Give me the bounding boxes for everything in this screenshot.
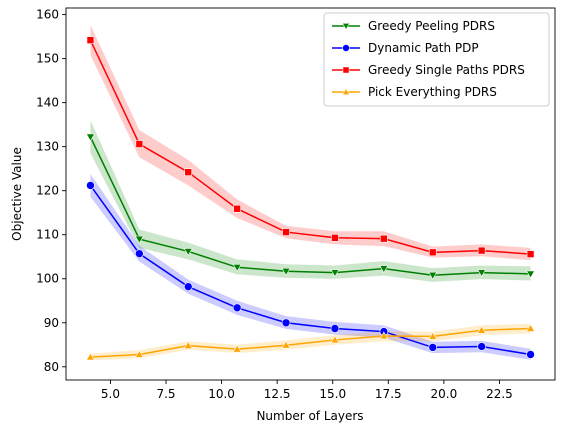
data-point xyxy=(379,265,389,274)
data-point xyxy=(428,271,438,280)
series-lines xyxy=(89,39,531,358)
data-point xyxy=(135,249,144,258)
y-tick-label: 120 xyxy=(36,184,59,198)
data-point xyxy=(428,343,438,352)
data-point xyxy=(477,269,487,278)
data-point xyxy=(85,352,95,361)
legend: Greedy Peeling PDRS Dynamic Path PDP Greed… xyxy=(323,12,550,107)
legend-label: Pick Everything PDRS xyxy=(368,85,497,99)
y-tick-label: 160 xyxy=(36,8,59,22)
data-point xyxy=(232,303,242,313)
confidence-band xyxy=(90,120,531,282)
legend-marker xyxy=(341,87,351,95)
data-point xyxy=(233,204,241,213)
y-tick-label: 110 xyxy=(36,228,59,242)
y-axis-label: Objective Value xyxy=(10,147,24,241)
y-tick-label: 100 xyxy=(36,272,59,286)
y-tick-label: 90 xyxy=(44,316,59,330)
y-axis-ticks: 80 90 100 110 120 130 140 150 160 xyxy=(36,8,66,374)
x-tick-label: 15.0 xyxy=(319,387,346,401)
legend-marker xyxy=(341,23,351,31)
data-point xyxy=(281,267,291,276)
series-line xyxy=(89,39,531,255)
data-point xyxy=(85,133,95,142)
data-point xyxy=(183,248,193,257)
data-point xyxy=(477,325,487,334)
legend-entries: Greedy Peeling PDRS Dynamic Path PDP Greed… xyxy=(332,19,525,99)
data-point xyxy=(428,331,438,340)
legend-label: Greedy Peeling PDRS xyxy=(368,19,495,33)
series-line xyxy=(90,327,531,358)
legend-marker xyxy=(342,66,350,74)
data-point xyxy=(330,269,340,278)
series-line xyxy=(89,184,531,356)
data-point xyxy=(477,342,486,351)
x-tick-label: 12.5 xyxy=(264,387,291,401)
data-point xyxy=(282,228,290,236)
plot-frame xyxy=(65,7,556,381)
y-tick-label: 150 xyxy=(36,52,59,66)
data-point xyxy=(331,234,339,242)
x-tick-label: 17.5 xyxy=(375,387,402,401)
data-point xyxy=(135,140,144,148)
data-point xyxy=(526,250,535,258)
data-point xyxy=(526,323,536,332)
data-point xyxy=(134,235,144,244)
data-point xyxy=(184,168,193,177)
x-axis-label: Number of Layers xyxy=(256,409,363,423)
x-tick-label: 22.5 xyxy=(486,387,513,401)
x-tick-label: 10.0 xyxy=(208,387,235,401)
data-point xyxy=(330,335,340,344)
data-point xyxy=(428,248,437,257)
confidence-band xyxy=(90,173,531,360)
data-point xyxy=(232,344,242,353)
data-point xyxy=(134,349,144,358)
data-point xyxy=(526,270,536,279)
legend-box xyxy=(323,12,550,107)
data-point xyxy=(477,246,486,255)
data-point xyxy=(86,181,95,190)
x-tick-label: 20.0 xyxy=(431,387,458,401)
data-point xyxy=(281,318,291,328)
data-point xyxy=(232,263,242,272)
x-tick-label: 5.0 xyxy=(101,387,120,401)
y-tick-label: 80 xyxy=(44,360,59,374)
data-point xyxy=(526,350,535,359)
y-tick-label: 130 xyxy=(36,140,59,154)
x-tick-label: 7.5 xyxy=(156,387,175,401)
series-markers xyxy=(85,36,536,361)
data-point xyxy=(183,341,193,349)
data-point xyxy=(380,234,388,243)
x-axis-ticks: 5.0 7.5 10.0 12.5 15.0 17.5 20.0 22.5 xyxy=(101,380,513,401)
legend-label: Greedy Single Paths PDRS xyxy=(368,63,525,77)
y-tick-label: 140 xyxy=(36,96,59,110)
legend-marker xyxy=(342,44,350,52)
series-line xyxy=(89,136,531,276)
data-point xyxy=(281,340,291,349)
legend-label: Dynamic Path PDP xyxy=(368,41,479,55)
data-point xyxy=(330,324,340,333)
data-point xyxy=(183,282,193,291)
data-point xyxy=(379,331,389,340)
data-point xyxy=(86,36,95,44)
